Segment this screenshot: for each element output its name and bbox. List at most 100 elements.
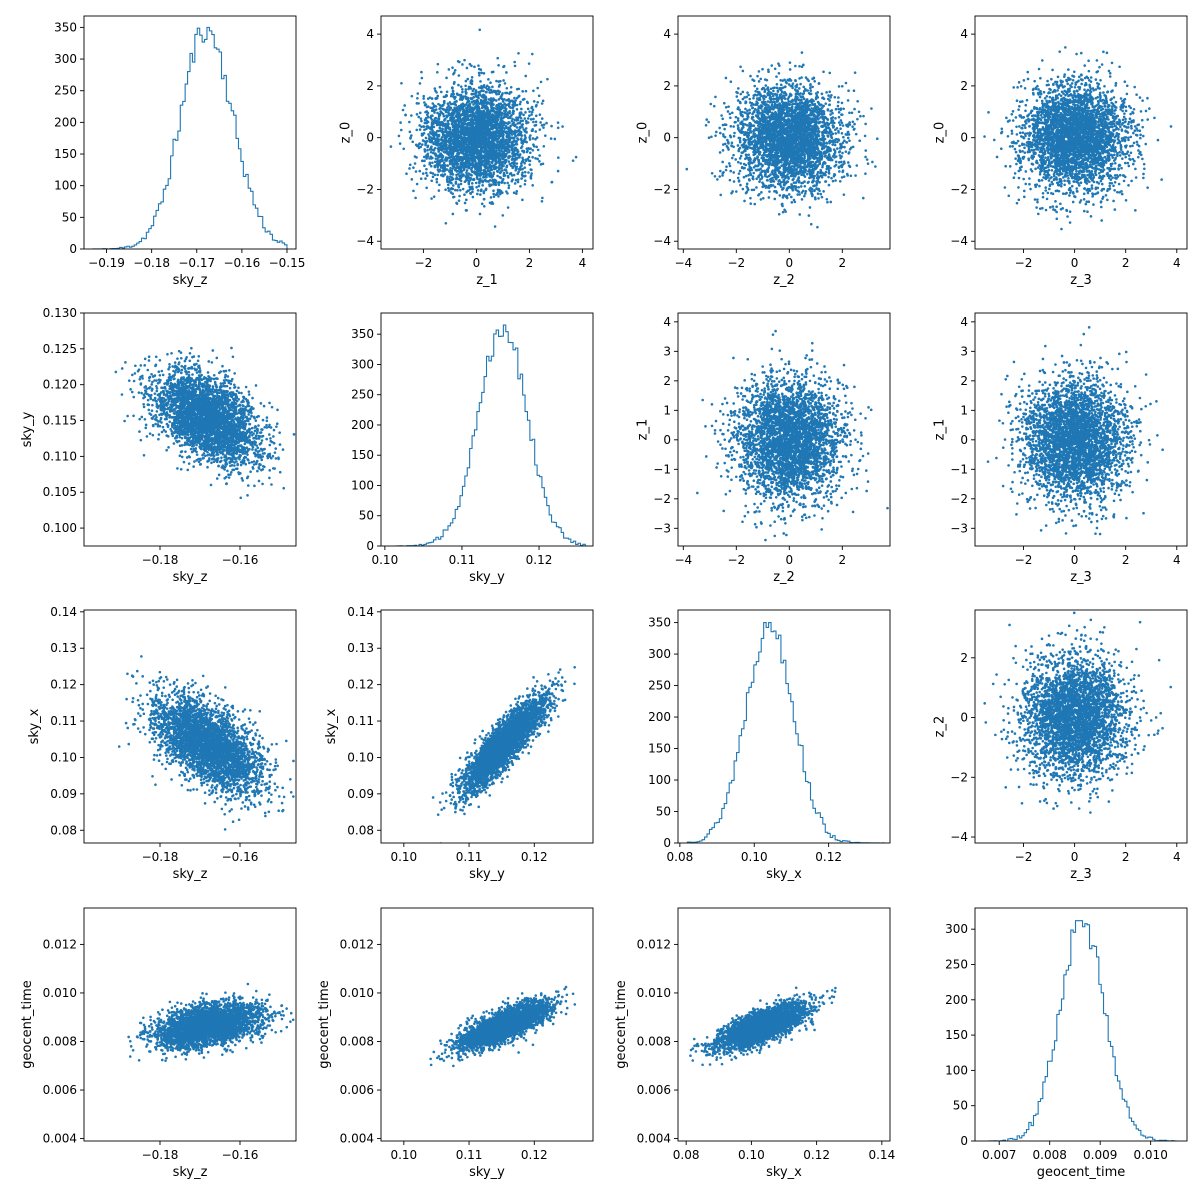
- scatter-point: [508, 145, 511, 149]
- scatter-point: [448, 169, 451, 172]
- scatter-point: [487, 98, 491, 101]
- scatter-point: [487, 142, 491, 145]
- scatter-point: [443, 99, 446, 103]
- scatter-point: [437, 117, 440, 121]
- scatter-point: [451, 192, 454, 196]
- scatter-point: [480, 154, 484, 158]
- scatter-point: [470, 106, 473, 110]
- scatter-point: [482, 175, 486, 179]
- scatter-point: [449, 113, 453, 116]
- scatter-point: [513, 146, 517, 150]
- scatter-point: [537, 94, 541, 98]
- scatter-point: [472, 146, 475, 150]
- scatter-point: [509, 99, 513, 103]
- scatter-point: [446, 164, 449, 167]
- scatter-point: [470, 100, 474, 104]
- scatter-point: [484, 136, 488, 140]
- y-tick-label: 2: [366, 79, 374, 93]
- scatter-point: [523, 117, 527, 120]
- scatter-point: [484, 179, 487, 183]
- scatter-point: [443, 173, 447, 176]
- scatter-point: [521, 119, 525, 123]
- scatter-point: [536, 148, 540, 152]
- scatter-point: [809, 89, 812, 92]
- scatter-point: [415, 156, 418, 159]
- scatter-point: [777, 71, 781, 75]
- scatter-point: [505, 135, 508, 138]
- scatter-point: [810, 107, 813, 110]
- scatter-point: [446, 147, 450, 150]
- scatter-point: [759, 198, 763, 201]
- scatter-point: [497, 85, 501, 88]
- scatter-point: [501, 214, 505, 217]
- scatter-point: [426, 152, 430, 156]
- scatter-point: [444, 221, 448, 225]
- scatter-point: [467, 156, 470, 159]
- scatter-point: [549, 137, 553, 140]
- scatter-point: [531, 108, 535, 111]
- scatter-point: [461, 187, 465, 191]
- scatter-point: [483, 139, 486, 143]
- scatter-point: [787, 83, 791, 86]
- scatter-point: [481, 102, 484, 105]
- scatter-point: [399, 128, 403, 132]
- scatter-point: [515, 126, 519, 129]
- scatter-point: [470, 174, 473, 177]
- scatter-point: [420, 134, 424, 137]
- scatter-point: [436, 129, 439, 133]
- scatter-point: [739, 183, 742, 187]
- scatter-point: [500, 149, 503, 153]
- x-tick-label: 4: [579, 256, 587, 270]
- scatter-point: [440, 120, 444, 124]
- scatter-point: [574, 155, 578, 159]
- scatter-point: [741, 69, 745, 73]
- scatter-point: [465, 145, 468, 148]
- scatter-point: [438, 153, 442, 156]
- scatter-point: [453, 126, 456, 129]
- scatter-point: [529, 134, 532, 137]
- scatter-point: [486, 100, 490, 104]
- scatter-point: [540, 199, 544, 203]
- scatter-point: [430, 122, 434, 126]
- scatter-point: [498, 163, 502, 167]
- scatter-point: [465, 125, 469, 129]
- scatter-point: [451, 173, 455, 176]
- scatter-point: [489, 81, 492, 85]
- scatter-point: [472, 92, 475, 96]
- scatter-point: [449, 152, 453, 156]
- scatter-point: [545, 121, 548, 125]
- y-tick-label: 200: [54, 115, 77, 129]
- scatter-point: [527, 171, 530, 174]
- scatter-point: [841, 141, 845, 144]
- scatter-point: [423, 121, 427, 125]
- scatter-point: [418, 142, 422, 145]
- y-tick-label: 0: [366, 131, 374, 145]
- scatter-point: [487, 136, 491, 140]
- scatter-point: [517, 170, 520, 174]
- scatter-point: [459, 171, 463, 174]
- scatter-point: [861, 196, 865, 200]
- scatter-point: [410, 134, 413, 137]
- scatter-point: [862, 114, 865, 118]
- scatter-point: [437, 189, 441, 192]
- scatter-point: [503, 106, 507, 110]
- scatter-point: [446, 126, 450, 129]
- scatter-point: [506, 176, 510, 179]
- scatter-point: [851, 120, 855, 124]
- scatter-point: [422, 97, 425, 100]
- scatter-point: [518, 102, 522, 106]
- y-tick-label: 300: [54, 52, 77, 66]
- scatter-point: [781, 210, 785, 214]
- scatter-point: [813, 80, 816, 83]
- scatter-point: [759, 171, 763, 175]
- scatter-point: [482, 191, 486, 195]
- scatter-point: [825, 91, 828, 94]
- scatter-point: [433, 160, 437, 164]
- scatter-point: [482, 93, 485, 97]
- scatter-point: [525, 150, 529, 154]
- scatter-point: [503, 130, 507, 133]
- scatter-point: [416, 92, 420, 95]
- scatter-point: [471, 170, 474, 174]
- scatter-point: [441, 130, 445, 133]
- scatter-point: [773, 67, 777, 71]
